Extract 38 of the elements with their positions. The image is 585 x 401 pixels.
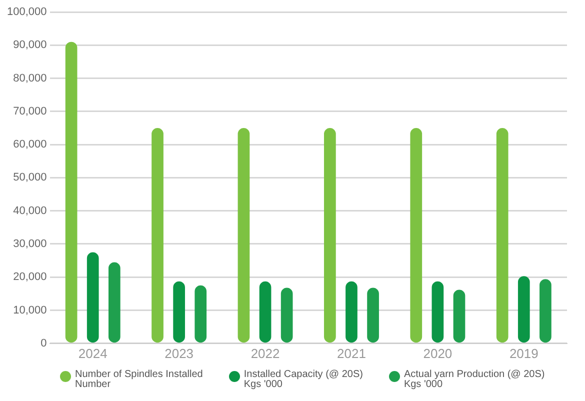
bar bbox=[108, 262, 120, 343]
y-tick-label: 50,000 bbox=[13, 172, 47, 184]
x-tick-label: 2023 bbox=[164, 346, 194, 361]
legend-label: Actual yarn Production (@ 20S) Kgs '000 bbox=[404, 369, 545, 390]
bar bbox=[173, 281, 185, 343]
y-tick-label: 20,000 bbox=[13, 271, 47, 284]
y-tick-label: 60,000 bbox=[13, 138, 47, 151]
y-tick-label: 100,000 bbox=[6, 6, 47, 18]
bar bbox=[496, 128, 508, 343]
bar bbox=[324, 128, 336, 343]
bar bbox=[194, 285, 207, 343]
y-tick-label: 0 bbox=[40, 337, 47, 350]
x-tick-label: 2020 bbox=[423, 346, 452, 361]
bar bbox=[540, 279, 552, 343]
y-tick-label: 70,000 bbox=[13, 105, 47, 118]
x-tick-label: 2021 bbox=[337, 346, 366, 361]
y-tick-label: 80,000 bbox=[13, 72, 47, 84]
bar bbox=[86, 252, 99, 343]
legend-label: Installed Capacity (@ 20S) Kgs '000 bbox=[244, 369, 363, 390]
y-tick-label: 40,000 bbox=[13, 204, 47, 217]
bar bbox=[238, 128, 250, 343]
bar bbox=[65, 42, 78, 343]
bar bbox=[410, 128, 422, 343]
y-tick-label: 90,000 bbox=[13, 39, 47, 52]
y-tick-label: 30,000 bbox=[13, 238, 47, 250]
bar bbox=[259, 281, 272, 343]
x-tick-label: 2024 bbox=[78, 346, 108, 361]
x-tick-label: 2022 bbox=[250, 346, 280, 361]
x-tick-label: 2019 bbox=[509, 346, 538, 361]
bar bbox=[432, 281, 444, 343]
bar bbox=[280, 288, 293, 343]
bar bbox=[346, 281, 358, 343]
bar bbox=[518, 276, 530, 343]
y-tick-label: 10,000 bbox=[13, 304, 47, 316]
bar bbox=[453, 290, 466, 343]
bar bbox=[367, 288, 379, 343]
bar bbox=[152, 128, 164, 343]
legend-label: Number of Spindles Installed Number bbox=[75, 369, 203, 390]
